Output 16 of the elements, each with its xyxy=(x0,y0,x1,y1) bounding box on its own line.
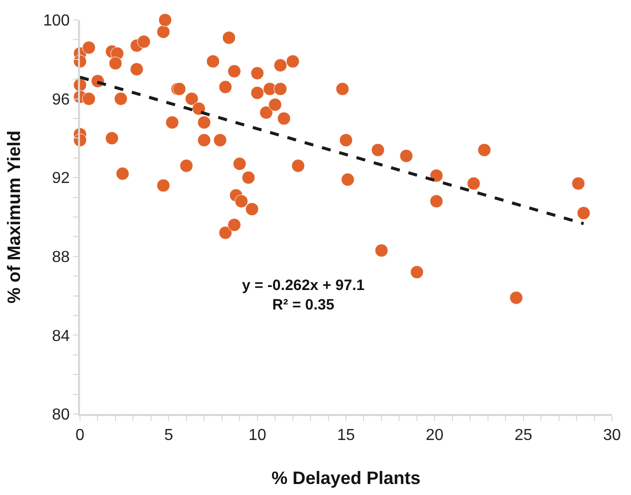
x-tick-label: 0 xyxy=(76,427,85,444)
y-tick-label: 84 xyxy=(52,328,70,345)
annotation: y = -0.262x + 97.1 R² = 0.35 xyxy=(242,277,365,314)
y-tick-label: 100 xyxy=(43,12,70,30)
x-tick-label: 10 xyxy=(248,427,266,444)
y-tick-label: 96 xyxy=(52,91,70,108)
x-tick-label: 20 xyxy=(426,427,444,444)
y-tick-label: 80 xyxy=(52,406,70,424)
y-tick-label: 88 xyxy=(52,249,70,266)
y-tick-label: 92 xyxy=(52,170,70,188)
x-axis-title: % Delayed Plants xyxy=(271,468,421,488)
x-tick-label: 25 xyxy=(514,427,532,444)
x-tick-label: 30 xyxy=(603,427,621,444)
x-tick-label: 15 xyxy=(337,427,355,444)
y-axis-title: % of Maximum Yield xyxy=(4,130,24,304)
x-tick-label: 5 xyxy=(164,427,174,444)
